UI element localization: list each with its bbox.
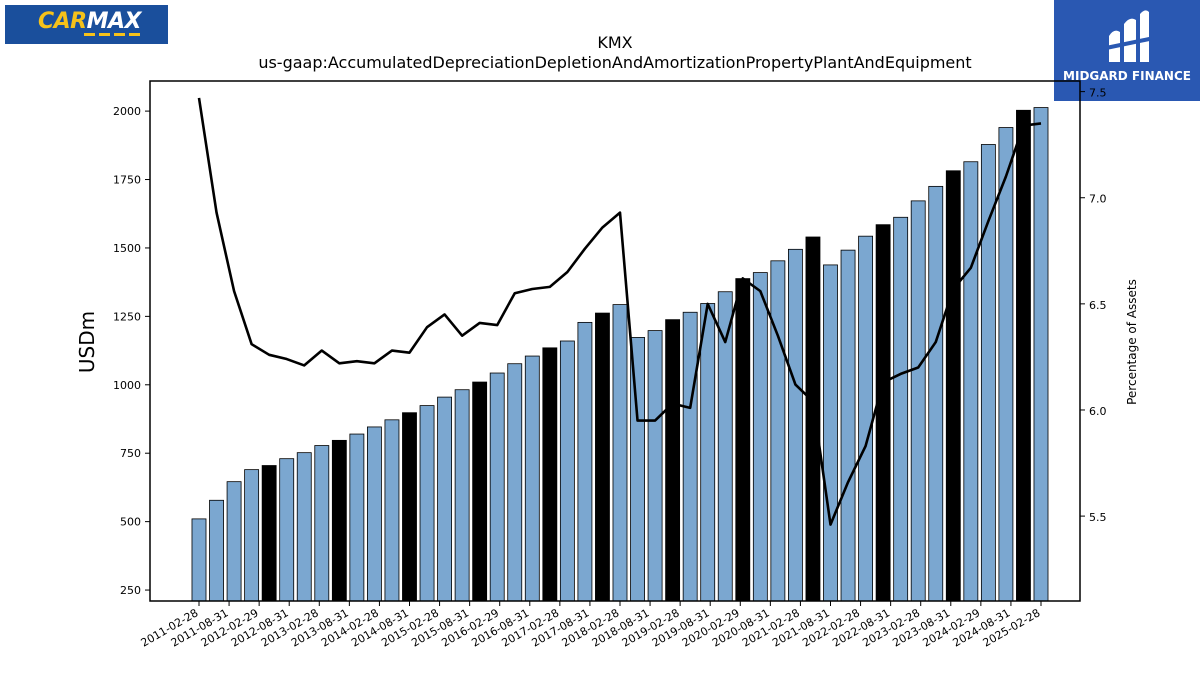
bar-highlight (735, 278, 751, 602)
bar-highlight (331, 439, 347, 602)
bar (489, 372, 505, 602)
y-tick-label: 750 (120, 447, 141, 460)
bar (384, 419, 400, 602)
bar-highlight (261, 465, 277, 602)
midgard-finance-text: MIDGARD FINANCE (1063, 69, 1191, 83)
y-tick-label: 2000 (113, 105, 141, 118)
bar (647, 330, 663, 602)
bar (612, 304, 628, 602)
bar (454, 389, 470, 602)
bar (823, 264, 838, 602)
bar-highlight (875, 224, 891, 602)
y-tick-label: 500 (120, 516, 141, 529)
bar (700, 303, 716, 602)
bar (682, 311, 698, 602)
y2-tick-label: 5.5 (1089, 511, 1107, 524)
bar (349, 433, 365, 602)
y-tick-label: 250 (120, 584, 141, 597)
midgard-emblem-icon (1105, 10, 1155, 63)
bars-group (191, 107, 1049, 602)
y-tick-label: 1000 (113, 379, 141, 392)
bar (191, 518, 207, 602)
bar (524, 355, 540, 602)
plot-frame (149, 80, 1081, 602)
chart-title: KMX (597, 33, 632, 52)
bar (226, 481, 242, 602)
bar-highlight (665, 319, 681, 602)
bar-highlight (472, 381, 488, 602)
bar (980, 144, 996, 602)
y-axis-label: USDm (75, 311, 99, 373)
bar (840, 249, 856, 602)
percentage-line (197, 97, 1042, 526)
bar-highlight (542, 347, 558, 602)
y-tick-label: 1500 (113, 242, 141, 255)
y2-axis: 5.5 6.0 6.5 7.0 7.5 (1080, 87, 1107, 524)
carmax-logo-text: CARMAX (38, 9, 142, 34)
y-axis: 250 500 750 1000 1250 1500 1750 2000 (113, 105, 150, 597)
bar (998, 127, 1014, 602)
y-tick-label: 1750 (113, 174, 141, 187)
logo-dash (84, 33, 95, 36)
bar (279, 458, 295, 602)
bar (366, 426, 382, 602)
bar (244, 469, 260, 602)
bar (559, 340, 575, 602)
bar-highlight (595, 312, 610, 602)
bar (296, 452, 312, 602)
bar (788, 248, 803, 602)
logo-dash (114, 33, 125, 36)
y2-tick-label: 7.0 (1089, 193, 1107, 206)
x-axis: 2011-02-282011-08-312012-02-292012-08-31… (139, 601, 1043, 650)
bar (419, 405, 435, 602)
bar (928, 185, 944, 602)
bar (752, 272, 768, 602)
logo-dash (99, 33, 110, 36)
bar-highlight (805, 236, 821, 602)
logo-dash (129, 33, 140, 36)
carmax-logo: CARMAX (5, 5, 168, 44)
bar (209, 499, 224, 602)
bar (858, 235, 874, 602)
bar (314, 445, 330, 602)
y2-axis-label: Percentage of Assets (1125, 279, 1139, 405)
bar (910, 200, 926, 602)
bar (1033, 107, 1049, 602)
bar (963, 161, 979, 602)
bar-highlight (945, 170, 961, 602)
y2-tick-label: 6.5 (1089, 299, 1107, 312)
bar-highlight (402, 412, 417, 602)
chart-subtitle: us-gaap:AccumulatedDepreciationDepletion… (258, 53, 971, 72)
bar (893, 216, 909, 602)
bar-highlight (1016, 109, 1031, 602)
midgard-finance-logo: MIDGARD FINANCE (1054, 0, 1200, 101)
bar (437, 396, 453, 602)
bar (577, 321, 593, 602)
y2-tick-label: 7.5 (1089, 87, 1107, 100)
y2-tick-label: 6.0 (1089, 405, 1107, 418)
bar (770, 260, 786, 602)
bar (507, 363, 523, 602)
y-tick-label: 1250 (113, 310, 141, 323)
